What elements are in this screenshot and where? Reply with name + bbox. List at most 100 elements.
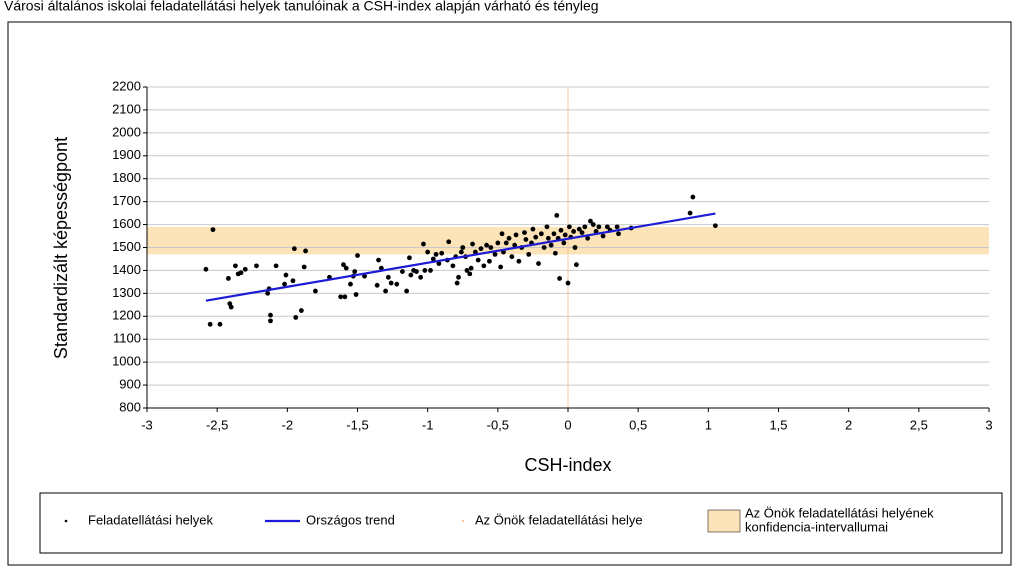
x-tick-label: 1 — [705, 417, 712, 432]
point — [418, 274, 424, 280]
point — [557, 276, 562, 281]
point — [210, 227, 216, 233]
point — [712, 223, 718, 229]
point — [498, 264, 504, 270]
y-tick-label: 800 — [119, 399, 141, 414]
legend-box — [39, 492, 1003, 554]
point — [414, 269, 419, 274]
point — [588, 218, 593, 224]
point — [254, 263, 259, 269]
point — [533, 234, 539, 240]
y-tick-label: 1100 — [113, 331, 141, 346]
point — [571, 229, 577, 234]
y-tick-label: 1500 — [112, 239, 141, 254]
point — [353, 292, 359, 297]
point — [576, 226, 582, 232]
y-tick-label: 2200 — [112, 78, 141, 93]
point — [268, 312, 273, 318]
y-tick-label: 1700 — [112, 193, 141, 208]
point — [385, 274, 391, 280]
point — [687, 210, 693, 216]
y-tick-label: 1800 — [112, 170, 141, 185]
y-tick-label: 2000 — [112, 124, 141, 139]
y-tick-label: 900 — [119, 377, 141, 392]
point — [394, 281, 400, 287]
frame — [7, 21, 1012, 566]
point — [454, 280, 460, 286]
point — [585, 235, 591, 241]
point — [242, 266, 248, 272]
point — [522, 230, 527, 235]
point — [439, 250, 445, 256]
point — [433, 251, 439, 257]
point — [548, 242, 554, 248]
point — [554, 213, 560, 218]
point — [400, 269, 405, 274]
point — [516, 258, 522, 264]
point — [348, 281, 353, 287]
point — [343, 265, 349, 271]
point — [458, 249, 464, 255]
x-tick-label: -2,5 — [206, 417, 228, 432]
x-tick-label: -2 — [282, 417, 294, 432]
point — [616, 231, 621, 237]
point — [203, 266, 209, 272]
point — [579, 230, 585, 235]
point — [495, 240, 501, 246]
point — [450, 263, 456, 269]
point — [225, 276, 231, 281]
legend-label: Országos trend — [306, 512, 395, 527]
point — [523, 237, 529, 242]
point — [313, 288, 318, 294]
point — [282, 281, 287, 287]
point — [265, 290, 271, 296]
point — [436, 261, 442, 266]
point — [545, 235, 551, 241]
point — [487, 258, 492, 264]
point — [572, 245, 578, 250]
point — [513, 232, 519, 238]
x-tick-label: 2,5 — [910, 417, 928, 432]
point — [233, 263, 238, 269]
legend-label: Az Önök feladatellátási helye — [475, 512, 643, 527]
point — [481, 263, 487, 269]
x-tick-label: 3 — [985, 417, 992, 432]
point — [408, 272, 414, 278]
point — [422, 268, 428, 273]
y-tick-label: 2100 — [112, 101, 141, 116]
point — [388, 280, 394, 286]
y-tick-label: 1400 — [112, 262, 141, 277]
point — [238, 270, 244, 276]
point — [503, 240, 509, 246]
point — [303, 248, 308, 254]
point — [538, 231, 544, 237]
point — [404, 288, 410, 294]
point — [551, 231, 557, 237]
x-tick-label: 1,5 — [769, 417, 787, 432]
y-tick-label: 1000 — [112, 354, 141, 369]
point — [614, 224, 620, 230]
point — [376, 257, 381, 263]
point — [207, 321, 213, 327]
point — [407, 255, 412, 261]
point — [492, 251, 498, 257]
point — [499, 231, 505, 237]
point — [561, 240, 567, 246]
point — [362, 273, 367, 279]
point — [475, 257, 481, 263]
point — [425, 249, 431, 255]
point — [428, 268, 433, 273]
point — [530, 226, 536, 232]
point — [341, 262, 346, 268]
y-tick-label: 1600 — [112, 216, 141, 231]
point — [421, 241, 426, 247]
point — [228, 304, 234, 310]
point — [446, 239, 452, 245]
point — [562, 232, 568, 238]
point — [690, 194, 696, 200]
point — [456, 274, 461, 280]
x-tick-label: 2 — [845, 417, 852, 432]
point — [600, 233, 606, 239]
chart-title: Városi általános iskolai feladatellátási… — [4, 0, 599, 14]
